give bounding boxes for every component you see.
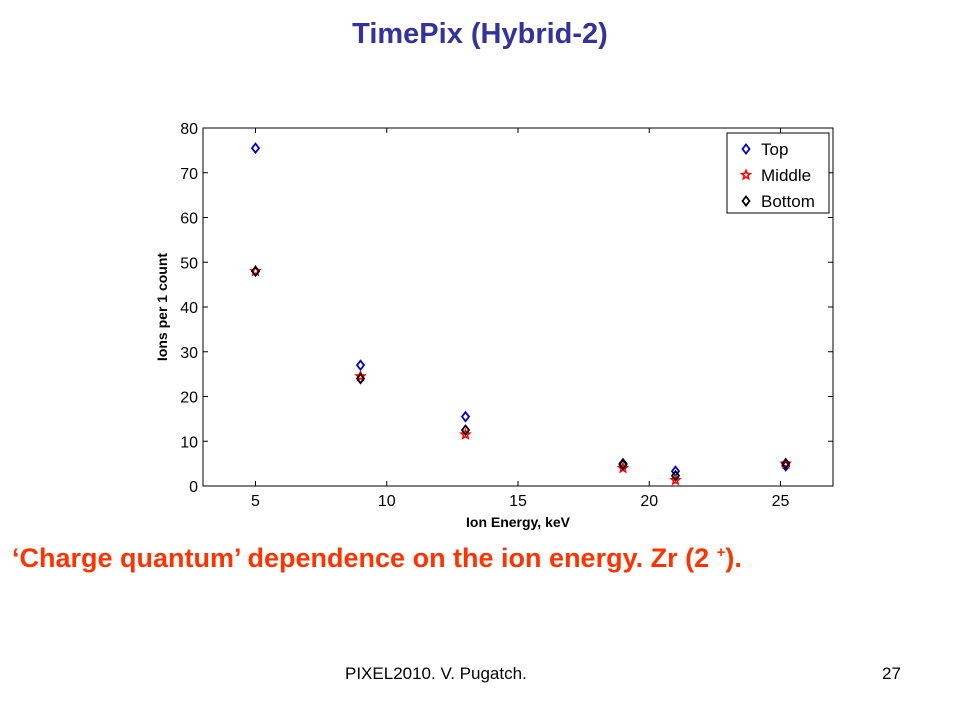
data-point-bottom: [618, 458, 628, 471]
caption-end: ).: [725, 543, 742, 573]
y-tick-label: 50: [180, 255, 198, 272]
legend-marker-bottom: [741, 195, 751, 207]
x-tick-label: 15: [509, 493, 527, 510]
y-tick-label: 0: [189, 479, 198, 496]
data-point-top: [250, 142, 261, 155]
y-tick-label: 70: [180, 166, 198, 183]
legend-marker-middle: [739, 168, 753, 181]
axis-ticks: 5 10 15 20 25 0 10 20 30 40 50 60 70 80: [180, 121, 833, 510]
x-tick-label: 10: [378, 493, 396, 510]
footer-author: PIXEL2010. V. Pugatch.: [345, 664, 527, 683]
y-tick-label: 10: [180, 434, 198, 451]
caption-superscript: +: [716, 544, 726, 561]
data-point-middle: [354, 369, 367, 382]
caption-text: ‘Charge quantum’ dependence on the ion e…: [12, 543, 717, 573]
legend-label-middle: Middle: [761, 166, 811, 185]
legend-label-bottom: Bottom: [761, 192, 815, 211]
data-point-top: [460, 410, 471, 423]
legend-label-top: Top: [761, 140, 788, 159]
y-tick-label: 80: [180, 121, 198, 138]
data-markers: [249, 142, 793, 486]
data-point-middle: [459, 427, 472, 440]
data-point-top: [355, 359, 366, 372]
y-tick-label: 60: [180, 211, 198, 228]
y-axis-label: Ions per 1 count: [154, 253, 170, 361]
x-tick-label: 5: [251, 493, 260, 510]
slide-title: TimePix (Hybrid-2): [352, 18, 608, 50]
data-point-bottom: [355, 372, 366, 385]
y-tick-label: 30: [180, 345, 198, 362]
data-point-bottom: [460, 424, 471, 437]
page-number: 27: [882, 664, 901, 683]
data-point-bottom: [250, 265, 261, 278]
legend: Top Middle Bottom: [726, 132, 830, 214]
data-point-bottom: [670, 469, 681, 482]
x-axis-label: Ion Energy, keV: [466, 514, 571, 530]
x-tick-label: 25: [772, 493, 790, 510]
data-point-middle: [669, 473, 682, 486]
data-point-bottom: [781, 457, 791, 470]
chart-caption: ‘Charge quantum’ dependence on the ion e…: [12, 543, 742, 574]
y-tick-label: 40: [180, 300, 198, 317]
y-tick-label: 20: [180, 390, 198, 407]
legend-marker-top: [741, 143, 751, 155]
x-tick-label: 20: [640, 493, 658, 510]
